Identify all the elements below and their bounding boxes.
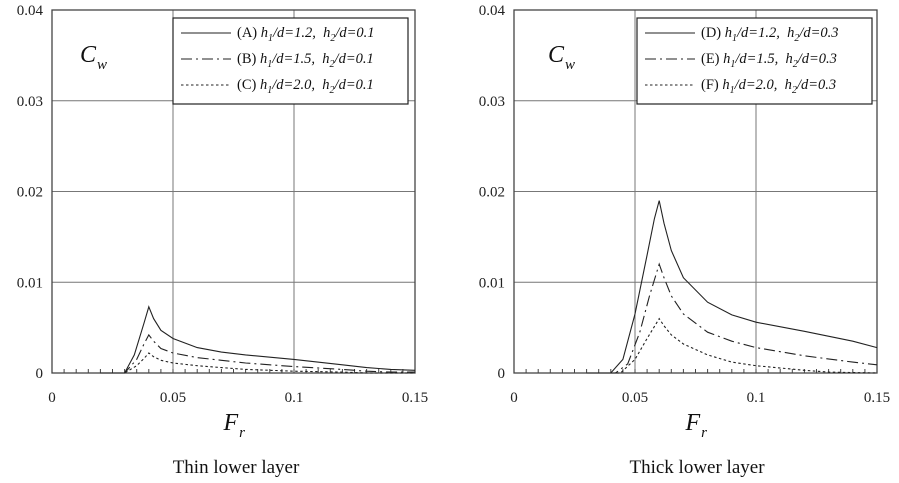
legend-entry-2: (B) h1/d=1.5, h2/d=0.1 xyxy=(237,51,374,70)
x-axis-label-sub: r xyxy=(239,425,245,441)
chart-caption: Thick lower layer xyxy=(629,457,765,478)
legend-entry-name: h1/d=2.0, h2/d=0.1 xyxy=(260,77,374,96)
legend-box xyxy=(172,17,409,105)
legend-entry-prefix: (A) xyxy=(237,25,261,41)
legend-entry-prefix: (D) xyxy=(701,25,725,41)
y-tick-label: 0.03 xyxy=(17,94,43,110)
x-tick-label: 0.05 xyxy=(160,390,186,406)
legend-entry-name: h1/d=1.2, h2/d=0.1 xyxy=(261,25,375,44)
series-line-3 xyxy=(100,352,415,374)
legend-entry-name: h1/d=2.0, h2/d=0.3 xyxy=(722,77,836,96)
y-tick-label: 0.02 xyxy=(17,185,43,201)
y-axis-label: Cw xyxy=(548,42,575,73)
y-axis-label: Cw xyxy=(80,42,107,73)
legend-entry-2: (E) h1/d=1.5, h2/d=0.3 xyxy=(701,51,837,70)
chart-caption: Thin lower layer xyxy=(173,457,300,478)
series-line-3 xyxy=(586,317,878,374)
y-tick-label: 0 xyxy=(498,366,506,382)
y-tick-label: 0.04 xyxy=(17,3,44,19)
x-axis-label: Fr xyxy=(685,410,708,441)
legend-entry-3: (F) h1/d=2.0, h2/d=0.3 xyxy=(701,77,836,96)
x-tick-label: 0.15 xyxy=(402,390,428,406)
series-line-1 xyxy=(100,305,416,374)
legend-entry-3: (C) h1/d=2.0, h2/d=0.1 xyxy=(237,77,374,96)
chart-2: 0 0.05 0.1 0.15 0 0.01 0.02 0.03 0.04 Cw Fr Thick l… xyxy=(479,3,890,478)
x-axis-label: Fr xyxy=(223,410,246,441)
legend-entry-name: h1/d=1.2, h2/d=0.3 xyxy=(725,25,839,44)
y-axis-label-sub: w xyxy=(565,57,575,73)
x-axis-label-sub: r xyxy=(701,425,707,441)
legend: (A) h1/d=1.2, h2/d=0.1(B) h1/d=1.5, h2/d… xyxy=(172,17,409,105)
legend: (D) h1/d=1.2, h2/d=0.3(E) h1/d=1.5, h2/d… xyxy=(636,17,873,105)
y-tick-label: 0.02 xyxy=(479,185,505,201)
x-tick-label: 0.05 xyxy=(622,390,648,406)
x-tick-label: 0.1 xyxy=(285,390,304,406)
x-tick-label: 0 xyxy=(48,390,56,406)
legend-box xyxy=(636,17,873,105)
x-tick-label: 0.15 xyxy=(864,390,890,406)
x-tick-label: 0 xyxy=(510,390,518,406)
y-tick-label: 0.01 xyxy=(479,275,505,291)
legend-entry-1: (D) h1/d=1.2, h2/d=0.3 xyxy=(701,25,839,44)
series-line-2 xyxy=(100,333,415,374)
x-tick-label: 0.1 xyxy=(747,390,766,406)
series-line-2 xyxy=(586,262,878,374)
legend-entry-name: h1/d=1.5, h2/d=0.3 xyxy=(723,51,837,70)
y-tick-label: 0.04 xyxy=(479,3,506,19)
legend-entry-prefix: (C) xyxy=(237,77,260,93)
y-axis-label-sub: w xyxy=(97,57,107,73)
series-line-1 xyxy=(586,200,878,374)
legend-entry-prefix: (B) xyxy=(237,51,260,67)
chart-1: 0 0.05 0.1 0.15 0 0.01 0.02 0.03 0.04 Cw Fr Thin lo… xyxy=(17,3,428,478)
legend-entry-name: h1/d=1.5, h2/d=0.1 xyxy=(260,51,374,70)
y-tick-label: 0 xyxy=(36,366,44,382)
legend-entry-1: (A) h1/d=1.2, h2/d=0.1 xyxy=(237,25,375,44)
y-tick-label: 0.01 xyxy=(17,275,43,291)
legend-entry-prefix: (E) xyxy=(701,51,723,67)
y-tick-label: 0.03 xyxy=(479,94,505,110)
legend-entry-prefix: (F) xyxy=(701,77,722,93)
